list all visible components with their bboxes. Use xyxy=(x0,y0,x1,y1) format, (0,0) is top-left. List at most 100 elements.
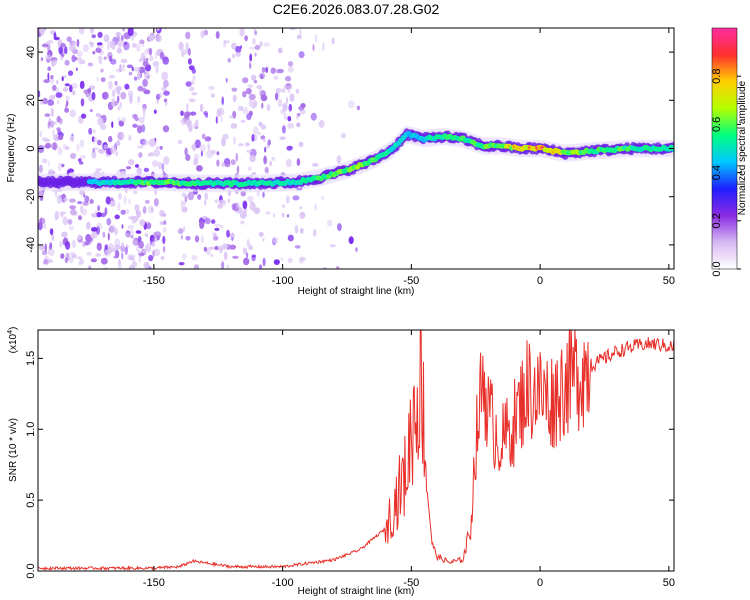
noise-speck xyxy=(69,109,77,118)
x-tick-label: 50 xyxy=(663,577,675,589)
noise-speck xyxy=(127,224,135,230)
noise-speck xyxy=(42,97,48,105)
noise-speck xyxy=(132,113,138,119)
noise-speck xyxy=(189,86,195,92)
noise-speck xyxy=(78,158,82,163)
snr-y-ticks: 0.0 0.5 1.0 1.5 xyxy=(25,351,674,579)
snr-x-ticks: -150 -100 -50 0 50 xyxy=(143,330,675,589)
noise-speck xyxy=(164,28,167,31)
x-tick-label: -100 xyxy=(272,577,294,589)
noise-speck xyxy=(107,232,110,241)
noise-speck xyxy=(231,87,238,92)
colorbar-tick-label: 0.8 xyxy=(711,69,723,84)
noise-speck xyxy=(225,77,228,83)
noise-speck xyxy=(258,131,261,136)
noise-speck xyxy=(194,235,200,243)
noise-speck xyxy=(204,136,212,142)
noise-speck xyxy=(210,253,213,258)
noise-speck xyxy=(278,47,283,53)
noise-speck xyxy=(64,59,70,66)
noise-speck xyxy=(260,94,268,102)
noise-speck xyxy=(235,45,242,54)
noise-speck xyxy=(247,84,254,88)
noise-speck xyxy=(221,261,225,269)
noise-speck xyxy=(79,190,85,196)
noise-speck xyxy=(115,140,121,147)
noise-speck xyxy=(214,245,219,251)
noise-speck xyxy=(142,106,146,114)
noise-speck xyxy=(206,247,211,256)
noise-speck xyxy=(104,207,108,216)
noise-speck xyxy=(153,109,157,114)
colorbar-scale xyxy=(711,27,738,270)
noise-speck xyxy=(69,135,75,141)
noise-speck xyxy=(248,110,253,117)
noise-speck xyxy=(178,41,184,51)
noise-speck xyxy=(249,200,253,205)
spectrogram-panel: -150 -100 -50 0 50 -40 -20 0 20 40 Height of str… xyxy=(6,27,675,297)
noise-speck xyxy=(210,93,216,98)
noise-speck xyxy=(53,32,57,39)
noise-speck xyxy=(96,139,102,146)
noise-speck xyxy=(200,30,205,39)
noise-speck xyxy=(49,242,53,250)
noise-speck xyxy=(318,119,325,128)
noise-speck xyxy=(162,125,170,133)
noise-speck xyxy=(148,254,154,262)
noise-speck xyxy=(47,99,55,106)
noise-speck xyxy=(128,198,131,204)
noise-speck xyxy=(247,195,254,202)
spectrogram-y-label: Frequency (Hz) xyxy=(6,114,17,183)
noise-speck xyxy=(79,155,86,160)
noise-speck xyxy=(329,244,336,248)
noise-speck xyxy=(139,219,146,227)
noise-speck xyxy=(109,197,114,202)
noise-speck xyxy=(120,91,127,100)
noise-speck xyxy=(204,192,209,201)
noise-speck xyxy=(128,71,133,76)
noise-speck xyxy=(75,67,78,72)
colorbar-tick-label: 0.2 xyxy=(711,213,723,228)
noise-speck xyxy=(156,235,160,241)
noise-speck xyxy=(262,191,265,198)
noise-speck xyxy=(155,66,159,74)
noise-speck xyxy=(258,231,264,237)
snr-y-label: SNR (10 * v/v) xyxy=(8,418,19,482)
noise-speck xyxy=(163,98,168,103)
noise-speck xyxy=(282,125,286,134)
noise-speck xyxy=(313,229,317,237)
noise-speck xyxy=(261,67,266,73)
noise-speck xyxy=(47,160,50,167)
noise-speck xyxy=(57,129,62,135)
noise-speck xyxy=(192,142,197,152)
noise-speck xyxy=(243,257,250,266)
noise-speck xyxy=(162,245,166,253)
noise-speck xyxy=(101,91,109,100)
noise-speck xyxy=(47,121,50,129)
colorbar-tick-label: 0.0 xyxy=(711,261,723,276)
noise-speck xyxy=(56,115,61,123)
noise-speck xyxy=(245,149,253,153)
noise-speck xyxy=(135,230,142,234)
noise-speck xyxy=(263,42,270,47)
noise-speck xyxy=(125,209,130,214)
noise-speck xyxy=(149,55,154,62)
noise-speck xyxy=(161,162,165,172)
noise-speck xyxy=(248,99,254,108)
noise-speck xyxy=(61,163,65,168)
noise-speck xyxy=(92,148,95,153)
noise-speck xyxy=(279,136,286,140)
noise-speck xyxy=(211,219,216,224)
noise-speck xyxy=(216,108,222,118)
noise-speck xyxy=(191,92,198,96)
noise-speck xyxy=(138,240,144,249)
noise-speck xyxy=(137,85,144,92)
noise-speck xyxy=(250,74,257,81)
noise-speck xyxy=(140,52,146,61)
noise-speck xyxy=(223,40,230,44)
noise-speck xyxy=(53,141,57,151)
noise-speck xyxy=(187,58,192,65)
noise-speck xyxy=(59,42,66,48)
noise-speck xyxy=(180,235,183,240)
noise-speck xyxy=(122,28,126,32)
